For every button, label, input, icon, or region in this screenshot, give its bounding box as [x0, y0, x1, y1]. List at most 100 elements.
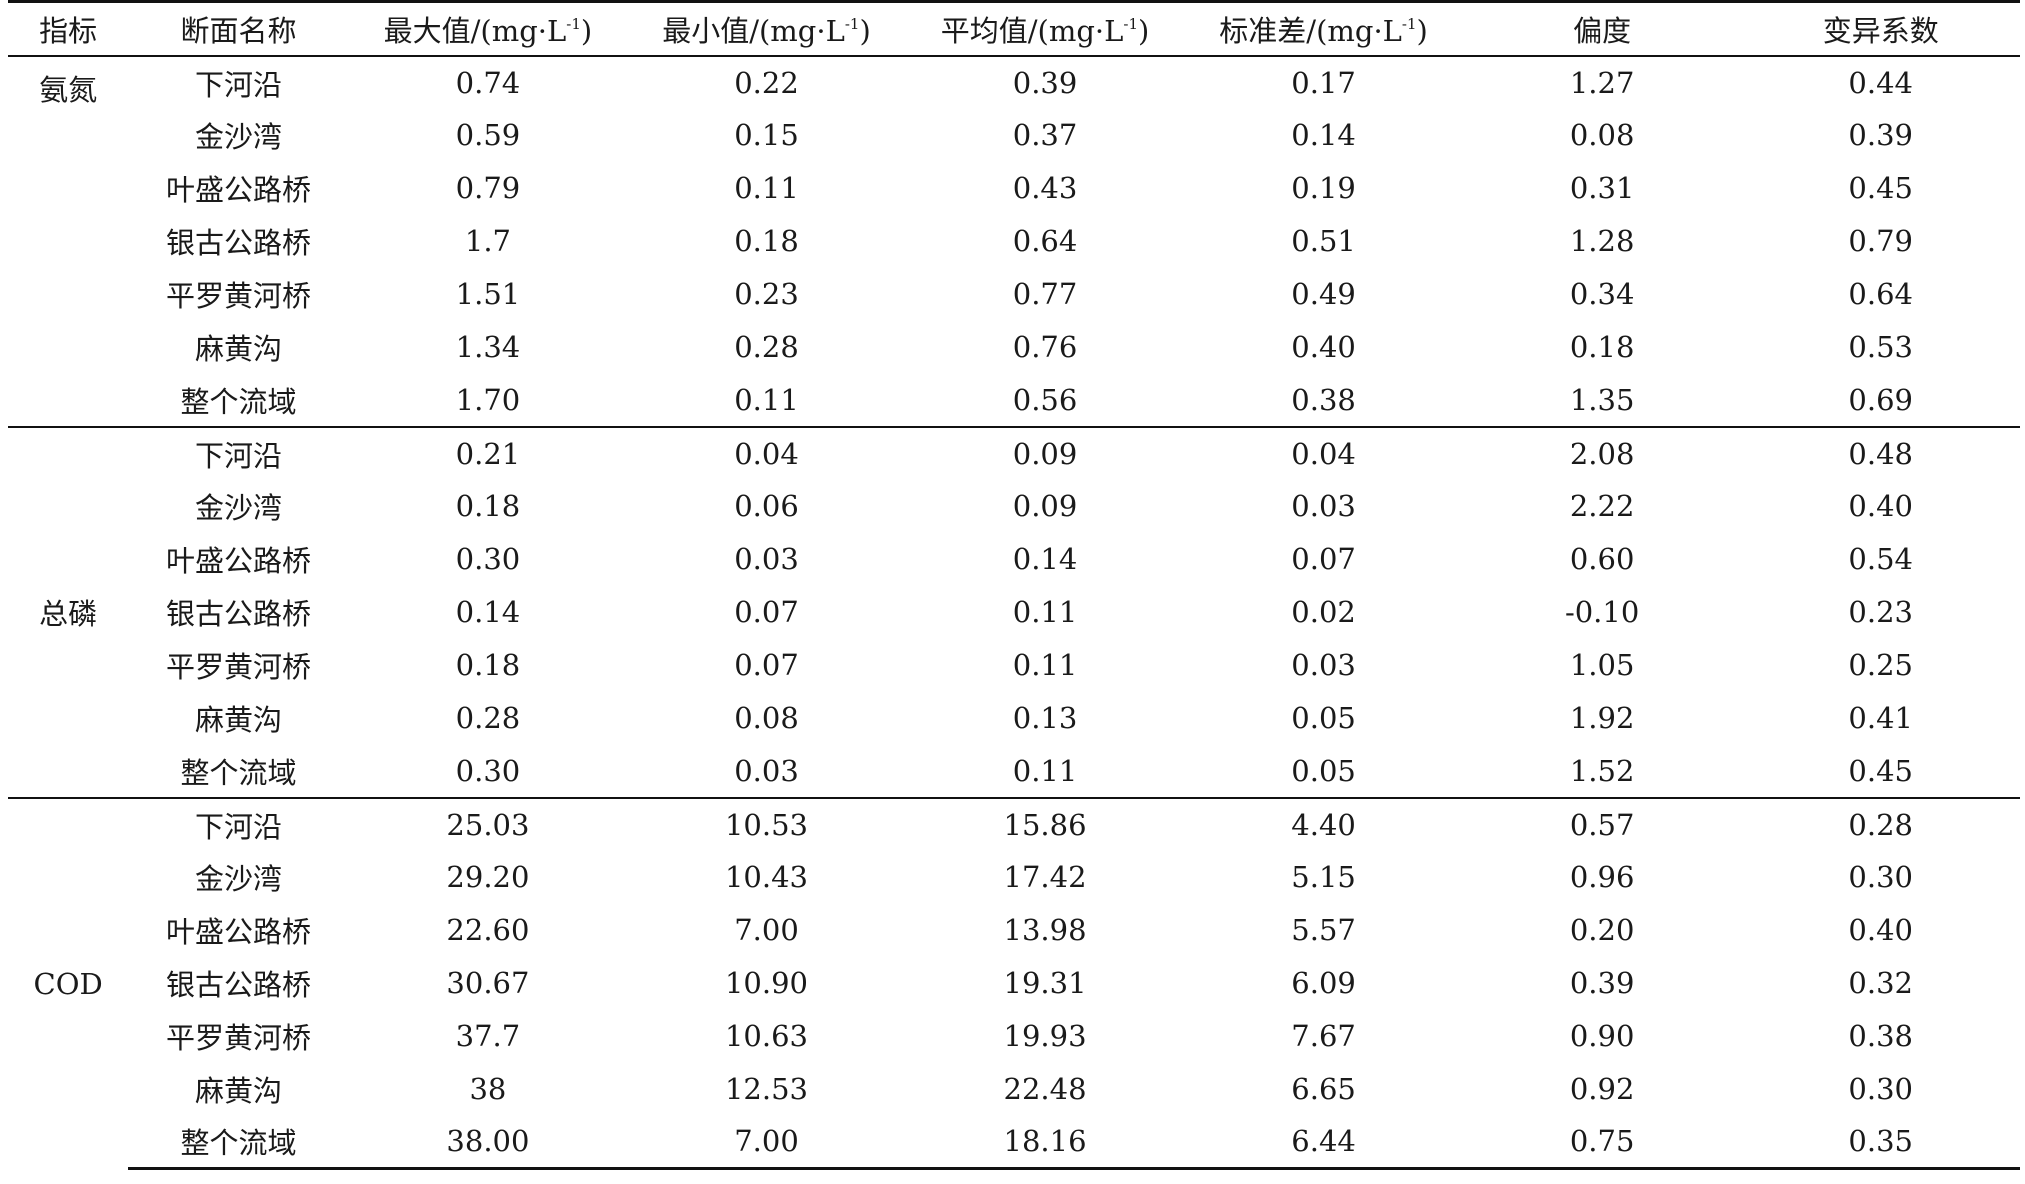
min-value-cell: 7.00 [734, 913, 799, 947]
max-value-cell: 22.60 [446, 913, 530, 947]
skew-value-cell: 0.39 [1569, 966, 1635, 1000]
skew-value-cell: 1.52 [1569, 753, 1635, 788]
mean-value-cell: 15.86 [905, 796, 1185, 851]
header-mean-close: ) [1138, 13, 1150, 48]
std-value-cell: 0.40 [1291, 330, 1356, 364]
skew-value-cell: 1.28 [1569, 224, 1635, 258]
section-name-cell: 叶盛公路桥 [165, 173, 311, 207]
indicator-cell: 总磷 [8, 425, 129, 798]
header-mean-unit-exponent: -1 [1123, 14, 1138, 33]
cv-value-cell: 0.40 [1848, 913, 1913, 947]
mean-value-cell: 0.39 [1012, 65, 1078, 100]
cv-value-cell: 0.53 [1848, 330, 1913, 364]
header-max-close: ) [580, 13, 593, 48]
table-row: 金沙湾 0.59 0.15 0.37 0.14 0.08 0.39 [8, 109, 2020, 162]
cv-value-cell: 0.79 [1848, 224, 1913, 258]
table-row: 平罗黄河桥 0.18 0.07 0.11 0.03 1.05 0.25 [8, 639, 2020, 692]
mean-value-cell: 0.76 [1012, 330, 1078, 364]
max-value-cell: 1.51 [455, 277, 521, 311]
section-name-cell: 下河沿 [128, 425, 349, 480]
cv-value-cell: 0.25 [1848, 648, 1913, 682]
table-header: 指标 断面名称 最大值/(mg·L-1) 最小值/(mg·L-1) 平均值/(m… [8, 0, 2020, 57]
header-mean-label: 平均值/(mg·L [940, 13, 1124, 48]
table-row: 麻黄沟 38 12.53 22.48 6.65 0.92 0.30 [8, 1063, 2020, 1116]
skew-value-cell: 0.34 [1569, 277, 1635, 311]
skew-value-cell: 0.57 [1462, 796, 1742, 851]
mean-value-cell: 19.31 [1003, 966, 1087, 1000]
std-value-cell: 0.51 [1291, 224, 1356, 258]
cv-value-cell: 0.45 [1848, 753, 1913, 788]
water-quality-statistics-table: 指标 断面名称 最大值/(mg·L-1) 最小值/(mg·L-1) 平均值/(m… [8, 0, 2020, 1170]
section-name-cell: 平罗黄河桥 [165, 279, 311, 313]
header-max-label: 最大值/(mg·L [383, 13, 567, 48]
indicator-cell: 氨氮 [39, 72, 98, 107]
std-value-cell: 0.38 [1291, 382, 1356, 417]
std-value-cell: 5.15 [1291, 860, 1356, 894]
min-value-cell: 0.07 [734, 595, 799, 629]
header-std-close: ) [1416, 13, 1428, 48]
min-value-cell: 0.18 [734, 224, 799, 258]
max-value-cell: 0.79 [455, 171, 521, 205]
std-value-cell: 0.03 [1291, 489, 1356, 523]
max-value-cell: 30.67 [446, 966, 530, 1000]
max-value-cell: 38.00 [348, 1115, 628, 1170]
min-value-cell: 0.23 [734, 277, 799, 311]
min-value-cell: 0.22 [734, 65, 799, 100]
max-value-cell: 1.7 [464, 224, 511, 258]
std-value-cell: 4.40 [1184, 796, 1463, 851]
statistics-table-container: 指标 断面名称 最大值/(mg·L-1) 最小值/(mg·L-1) 平均值/(m… [8, 0, 2020, 1170]
max-value-cell: 0.30 [455, 542, 521, 576]
mean-value-cell: 0.09 [1012, 489, 1078, 523]
section-name-cell: 银古公路桥 [165, 226, 311, 260]
header-indicator: 指标 [8, 0, 129, 57]
min-value-cell: 0.11 [734, 382, 799, 417]
table-row: 叶盛公路桥 22.60 7.00 13.98 5.57 0.20 0.40 [8, 904, 2020, 957]
header-mean: 平均值/(mg·L-1) [905, 0, 1185, 57]
section-name-cell: 金沙湾 [194, 120, 282, 154]
max-value-cell: 0.28 [455, 701, 521, 735]
skew-value-cell: 0.18 [1569, 330, 1635, 364]
header-min-unit-exponent: -1 [844, 14, 860, 33]
indicator-group: 氨氮 下河沿 0.74 0.22 0.39 0.17 1.27 0.44 金沙湾 0.59 0.15… [8, 56, 2020, 427]
section-name-cell: 叶盛公路桥 [165, 544, 311, 578]
std-value-cell: 0.05 [1291, 701, 1356, 735]
std-value-cell: 0.19 [1291, 171, 1356, 205]
mean-value-cell: 0.77 [1012, 277, 1078, 311]
std-value-cell: 6.09 [1291, 966, 1356, 1000]
table-row: 总磷 下河沿 0.21 0.04 0.09 0.04 2.08 0.48 [8, 425, 2020, 798]
table-row: 平罗黄河桥 1.51 0.23 0.77 0.49 0.34 0.64 [8, 268, 2020, 321]
skew-value-cell: 1.92 [1569, 701, 1635, 735]
std-value-cell: 6.65 [1291, 1072, 1356, 1106]
min-value-cell: 0.28 [734, 330, 799, 364]
min-value-cell: 10.63 [724, 1019, 808, 1053]
cv-value-cell: 0.30 [1848, 860, 1913, 894]
max-value-cell: 25.03 [348, 796, 628, 851]
section-name-cell: 金沙湾 [194, 862, 282, 896]
header-min-close: ) [859, 13, 871, 48]
section-name-cell: 整个流域 [128, 1115, 349, 1170]
cv-value-cell: 0.41 [1848, 701, 1913, 735]
table-row: 叶盛公路桥 0.30 0.03 0.14 0.07 0.60 0.54 [8, 533, 2020, 586]
table-row: 金沙湾 29.20 10.43 17.42 5.15 0.96 0.30 [8, 851, 2020, 904]
max-value-cell: 0.18 [455, 648, 521, 682]
skew-value-cell: 1.27 [1569, 65, 1635, 100]
min-value-cell: 10.43 [724, 860, 808, 894]
header-std-unit-exponent: -1 [1401, 14, 1417, 33]
min-value-cell: 0.03 [734, 542, 799, 576]
mean-value-cell: 0.43 [1012, 171, 1078, 205]
skew-value-cell: 2.22 [1569, 489, 1635, 523]
section-name-cell: 下河沿 [128, 796, 349, 851]
std-value-cell: 0.14 [1291, 118, 1356, 152]
mean-value-cell: 0.14 [1012, 542, 1078, 576]
mean-value-cell: 0.64 [1012, 224, 1078, 258]
table-row: 整个流域 1.70 0.11 0.56 0.38 1.35 0.69 [8, 374, 2020, 427]
std-value-cell: 6.44 [1184, 1115, 1463, 1170]
std-value-cell: 0.49 [1291, 277, 1356, 311]
table-row: 整个流域 0.30 0.03 0.11 0.05 1.52 0.45 [8, 745, 2020, 798]
header-skewness: 偏度 [1462, 0, 1742, 57]
cv-value-cell: 0.28 [1741, 796, 2020, 851]
skew-value-cell: 0.75 [1462, 1115, 1742, 1170]
section-name-cell: 银古公路桥 [165, 968, 311, 1002]
cv-value-cell: 0.38 [1848, 1019, 1913, 1053]
section-name-cell: 平罗黄河桥 [165, 1021, 311, 1055]
